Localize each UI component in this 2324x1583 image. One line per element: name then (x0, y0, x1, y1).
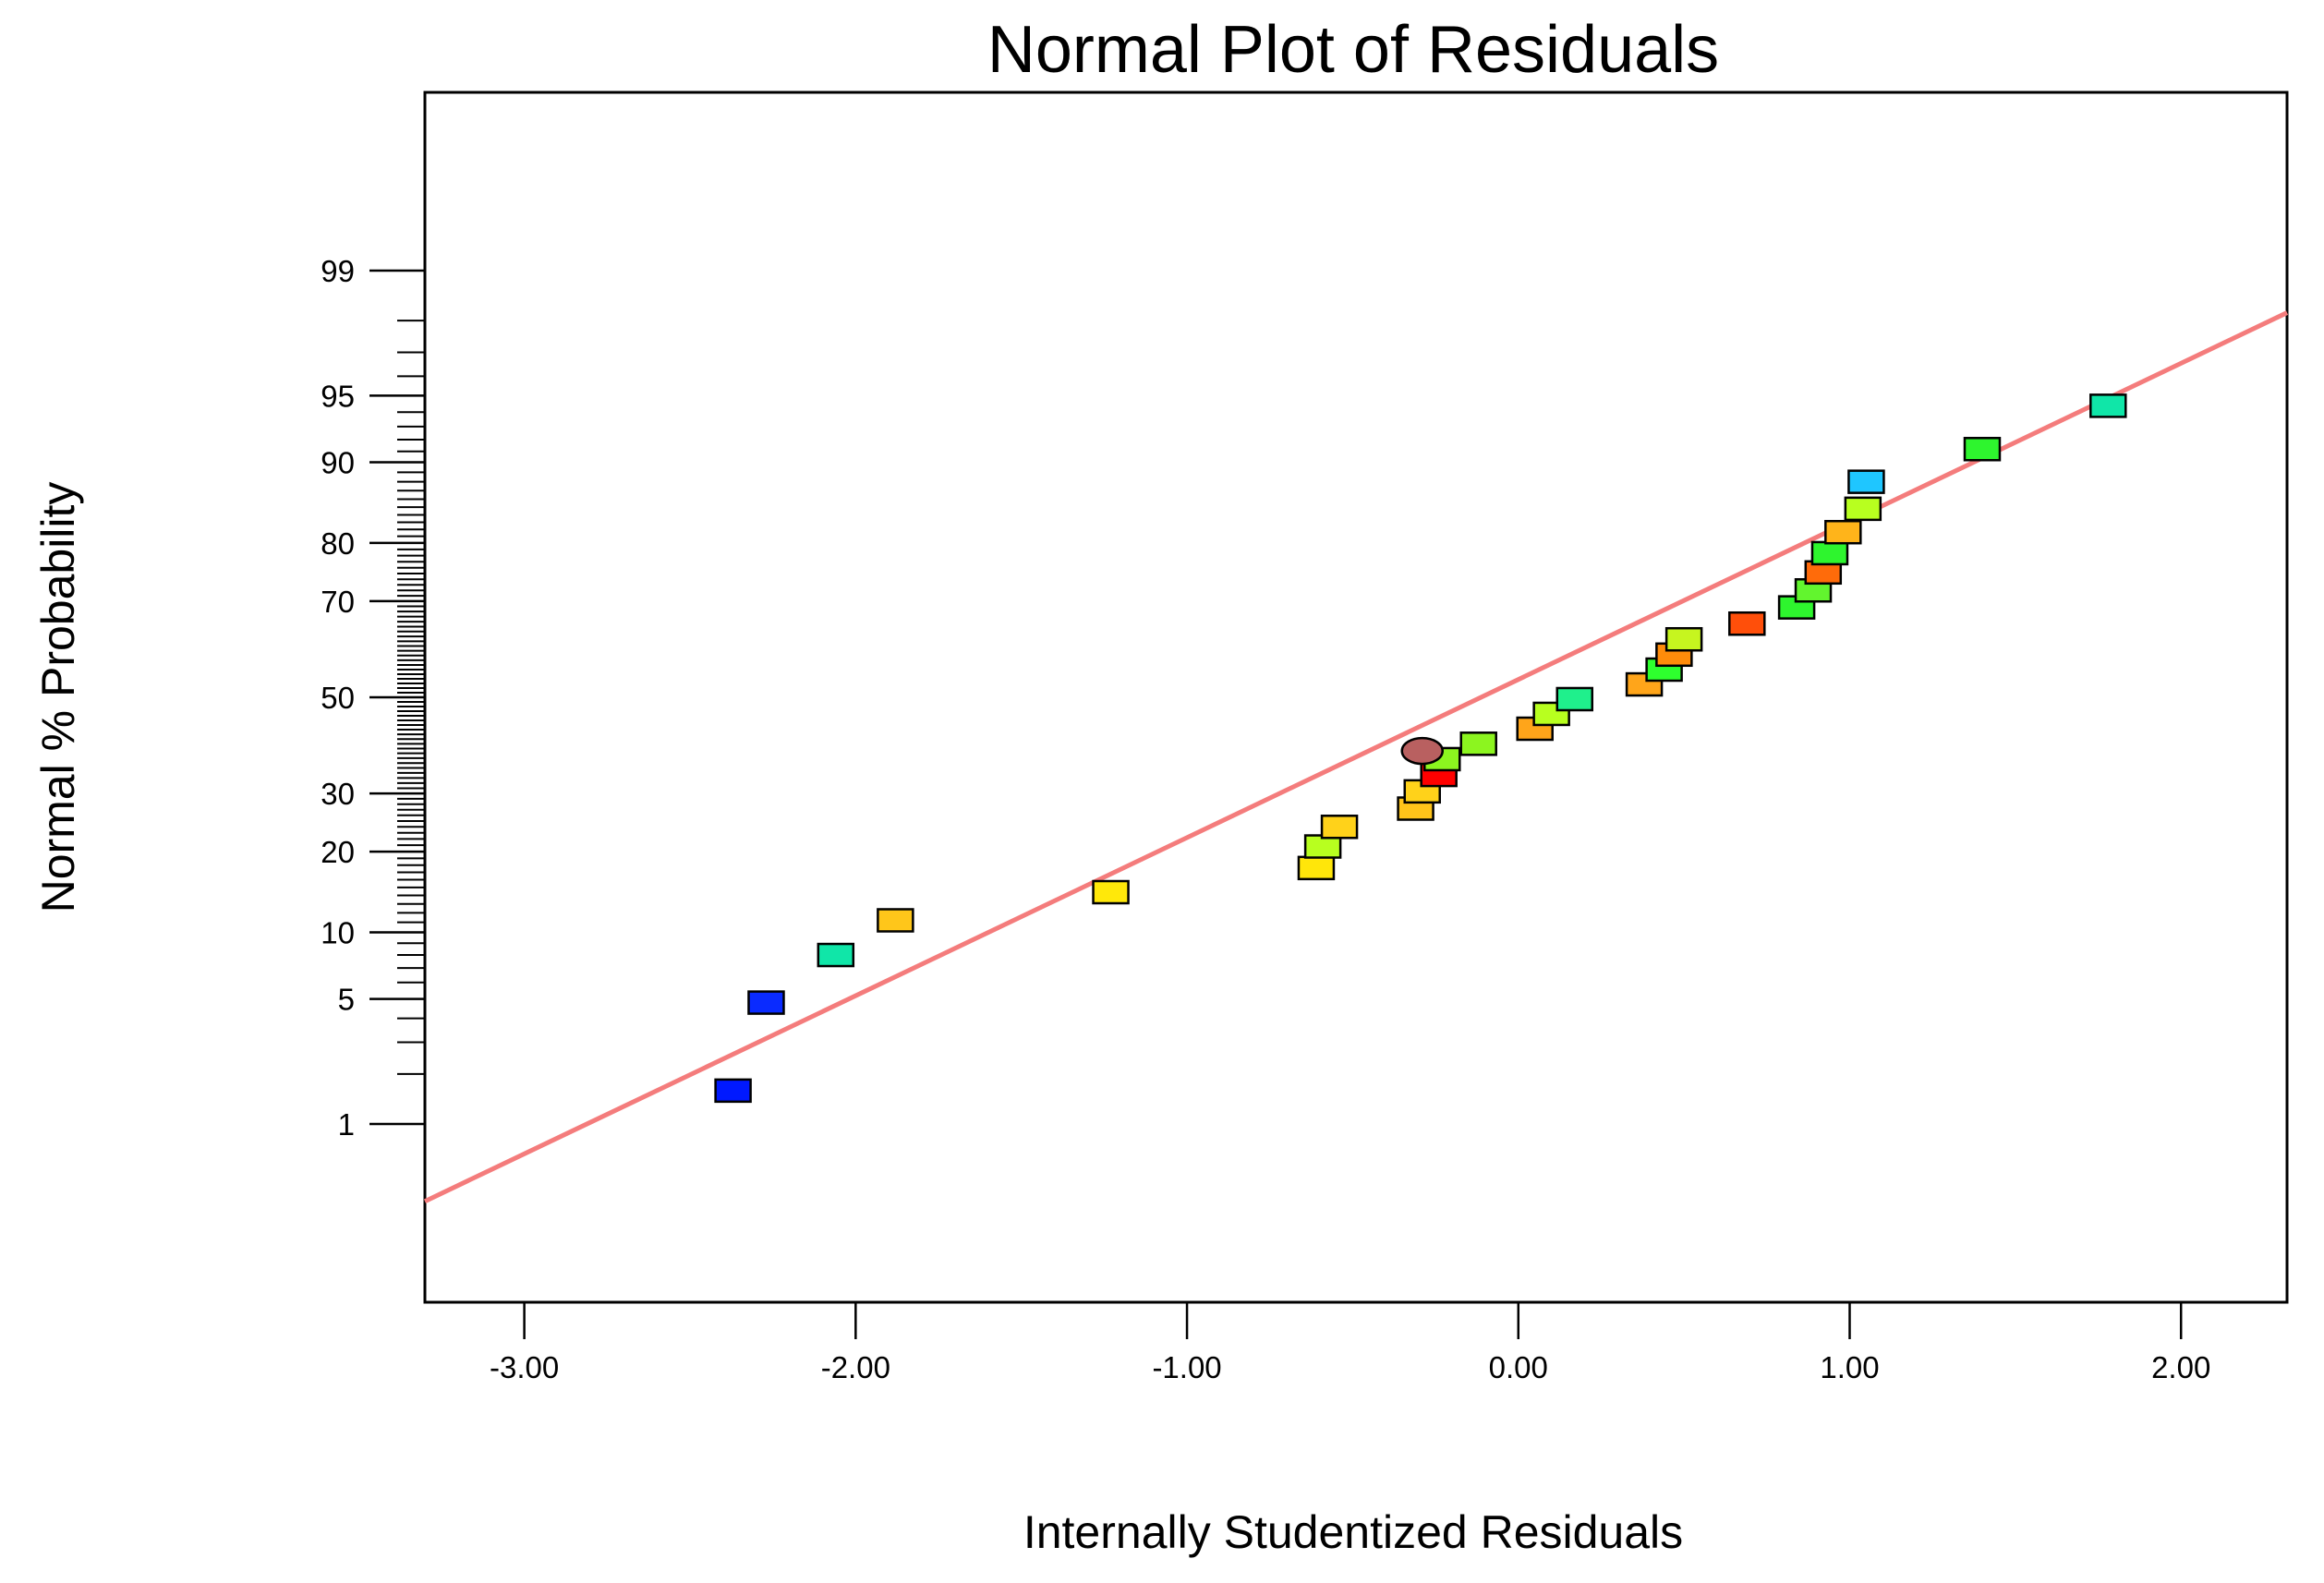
data-point-circle (1400, 736, 1444, 766)
x-tick-label: -2.00 (821, 1350, 890, 1384)
data-point (1728, 610, 1766, 636)
data-point (1555, 686, 1594, 712)
data-point (1664, 626, 1703, 652)
y-axis: 1 5 10 20 30 50 70 80 90 95 99 (321, 254, 425, 1142)
x-tick-label: 1.00 (1820, 1350, 1879, 1384)
data-point (877, 908, 914, 933)
y-tick-label: 30 (321, 777, 355, 811)
y-tick-label: 90 (321, 445, 355, 479)
data-point (1847, 469, 1885, 494)
x-tick-label: -3.00 (490, 1350, 559, 1384)
data-point (1092, 879, 1130, 905)
data-point (1459, 731, 1497, 756)
data-point (1963, 437, 2002, 462)
x-tick-label: 0.00 (1489, 1350, 1548, 1384)
data-point (1625, 671, 1664, 697)
data-point (1824, 519, 1862, 545)
chart-title: Normal Plot of Residuals (987, 13, 1719, 87)
y-tick-label: 99 (321, 254, 355, 288)
y-tick-label: 80 (321, 526, 355, 561)
y-tick-label: 1 (338, 1107, 355, 1142)
data-point (1810, 540, 1849, 566)
data-point (817, 942, 855, 968)
data-point (747, 990, 785, 1015)
x-tick-label: 2.00 (2151, 1350, 2210, 1384)
data-point (1297, 855, 1336, 881)
data-point (1844, 496, 1882, 522)
y-axis-label: Normal % Probability (32, 482, 84, 913)
x-axis: -3.00 -2.00 -1.00 0.00 1.00 2.00 (490, 1302, 2210, 1384)
y-tick-label: 50 (321, 681, 355, 715)
data-point (1320, 815, 1359, 840)
y-tick-label: 10 (321, 916, 355, 950)
y-tick-label: 95 (321, 379, 355, 413)
x-tick-label: -1.00 (1152, 1350, 1221, 1384)
data-point (2089, 393, 2127, 418)
data-point (1303, 834, 1342, 859)
data-point (714, 1078, 752, 1104)
y-tick-label: 5 (338, 983, 355, 1017)
data-points (714, 393, 2127, 1104)
y-tick-label: 70 (321, 585, 355, 619)
x-axis-label: Internally Studentized Residuals (1023, 1506, 1683, 1558)
y-tick-label: 20 (321, 835, 355, 869)
